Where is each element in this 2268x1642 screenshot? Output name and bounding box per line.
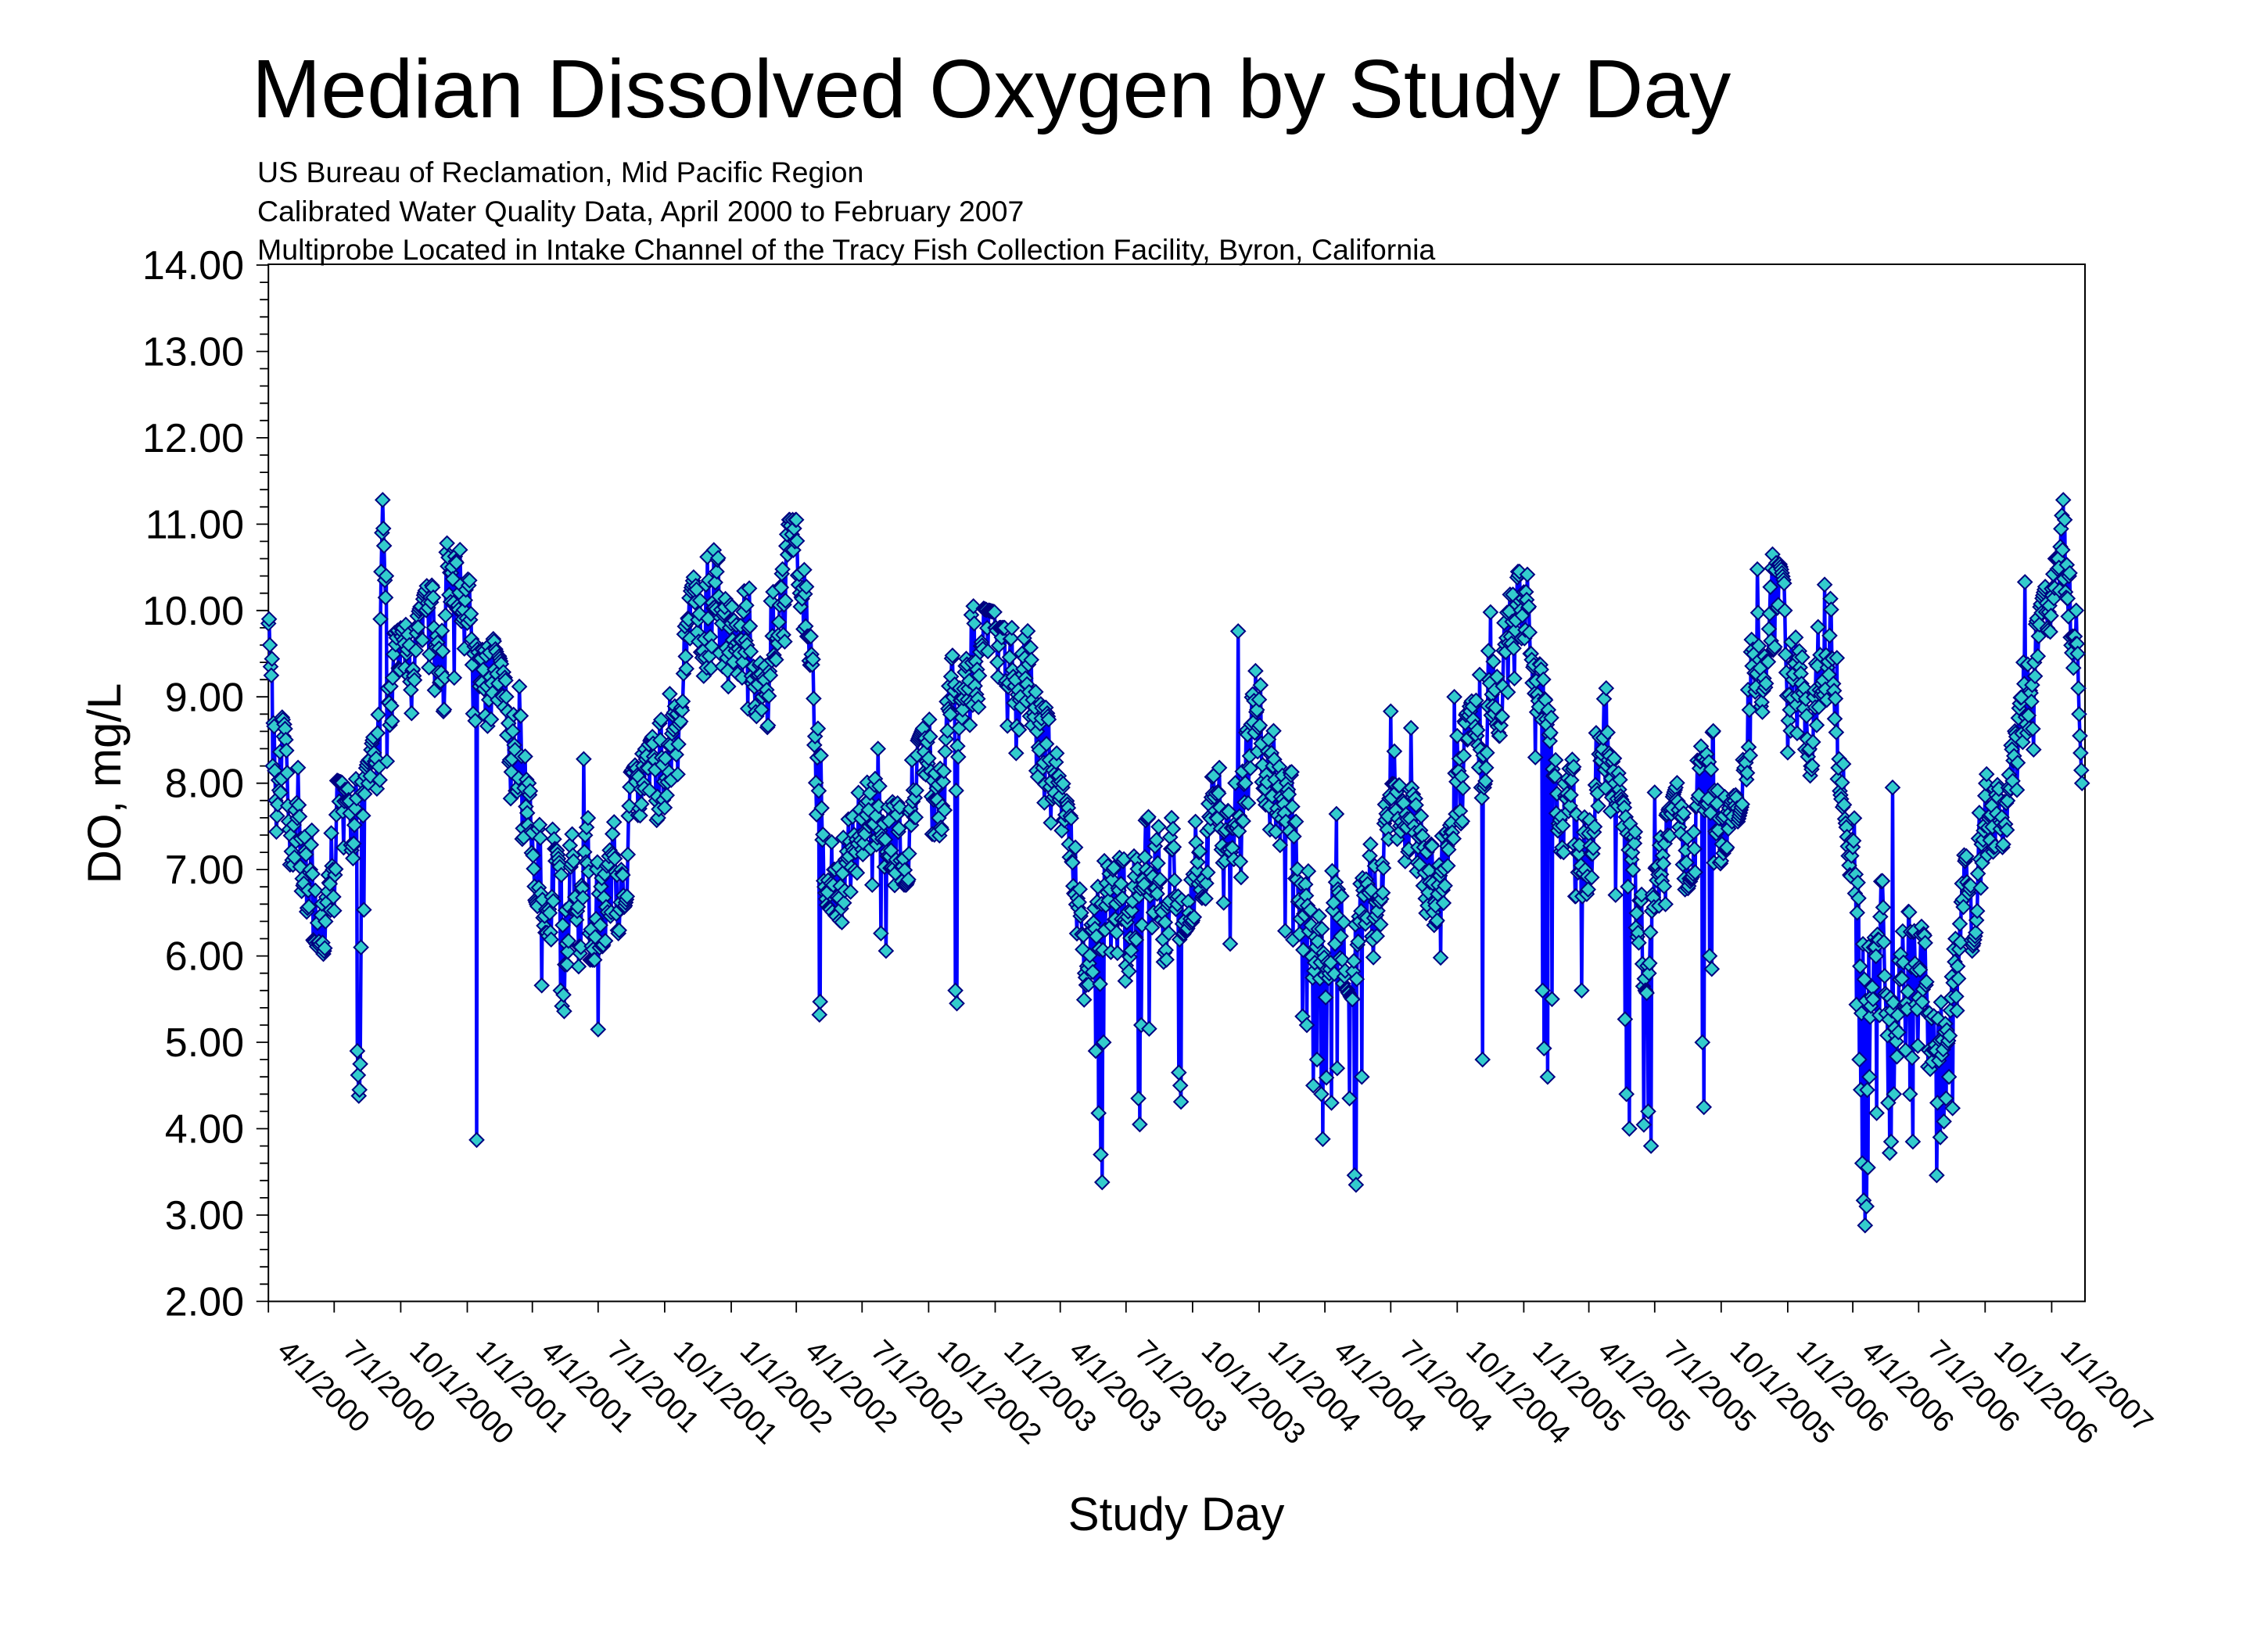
svg-text:12.00: 12.00 bbox=[142, 416, 244, 461]
svg-text:Study Day: Study Day bbox=[1068, 1488, 1285, 1540]
svg-text:8.00: 8.00 bbox=[165, 762, 244, 807]
svg-text:13.00: 13.00 bbox=[142, 330, 244, 375]
svg-text:7.00: 7.00 bbox=[165, 848, 244, 893]
svg-text:5.00: 5.00 bbox=[165, 1020, 244, 1066]
svg-text:10.00: 10.00 bbox=[142, 589, 244, 634]
svg-text:DO, mg/L: DO, mg/L bbox=[78, 683, 131, 884]
svg-text:9.00: 9.00 bbox=[165, 675, 244, 720]
svg-text:Calibrated Water Quality Data,: Calibrated Water Quality Data, April 200… bbox=[257, 195, 1024, 228]
svg-text:14.00: 14.00 bbox=[142, 243, 244, 289]
svg-text:11.00: 11.00 bbox=[145, 502, 244, 547]
svg-text:6.00: 6.00 bbox=[165, 934, 244, 980]
svg-text:3.00: 3.00 bbox=[165, 1193, 244, 1239]
svg-text:2.00: 2.00 bbox=[165, 1279, 244, 1325]
svg-text:US Bureau of Reclamation, Mid: US Bureau of Reclamation, Mid Pacific Re… bbox=[257, 156, 863, 188]
svg-text:Multiprobe Located in Intake C: Multiprobe Located in Intake Channel of … bbox=[257, 233, 1435, 266]
svg-text:Median Dissolved Oxygen by Stu: Median Dissolved Oxygen by Study Day bbox=[252, 43, 1731, 135]
svg-text:4.00: 4.00 bbox=[165, 1107, 244, 1153]
